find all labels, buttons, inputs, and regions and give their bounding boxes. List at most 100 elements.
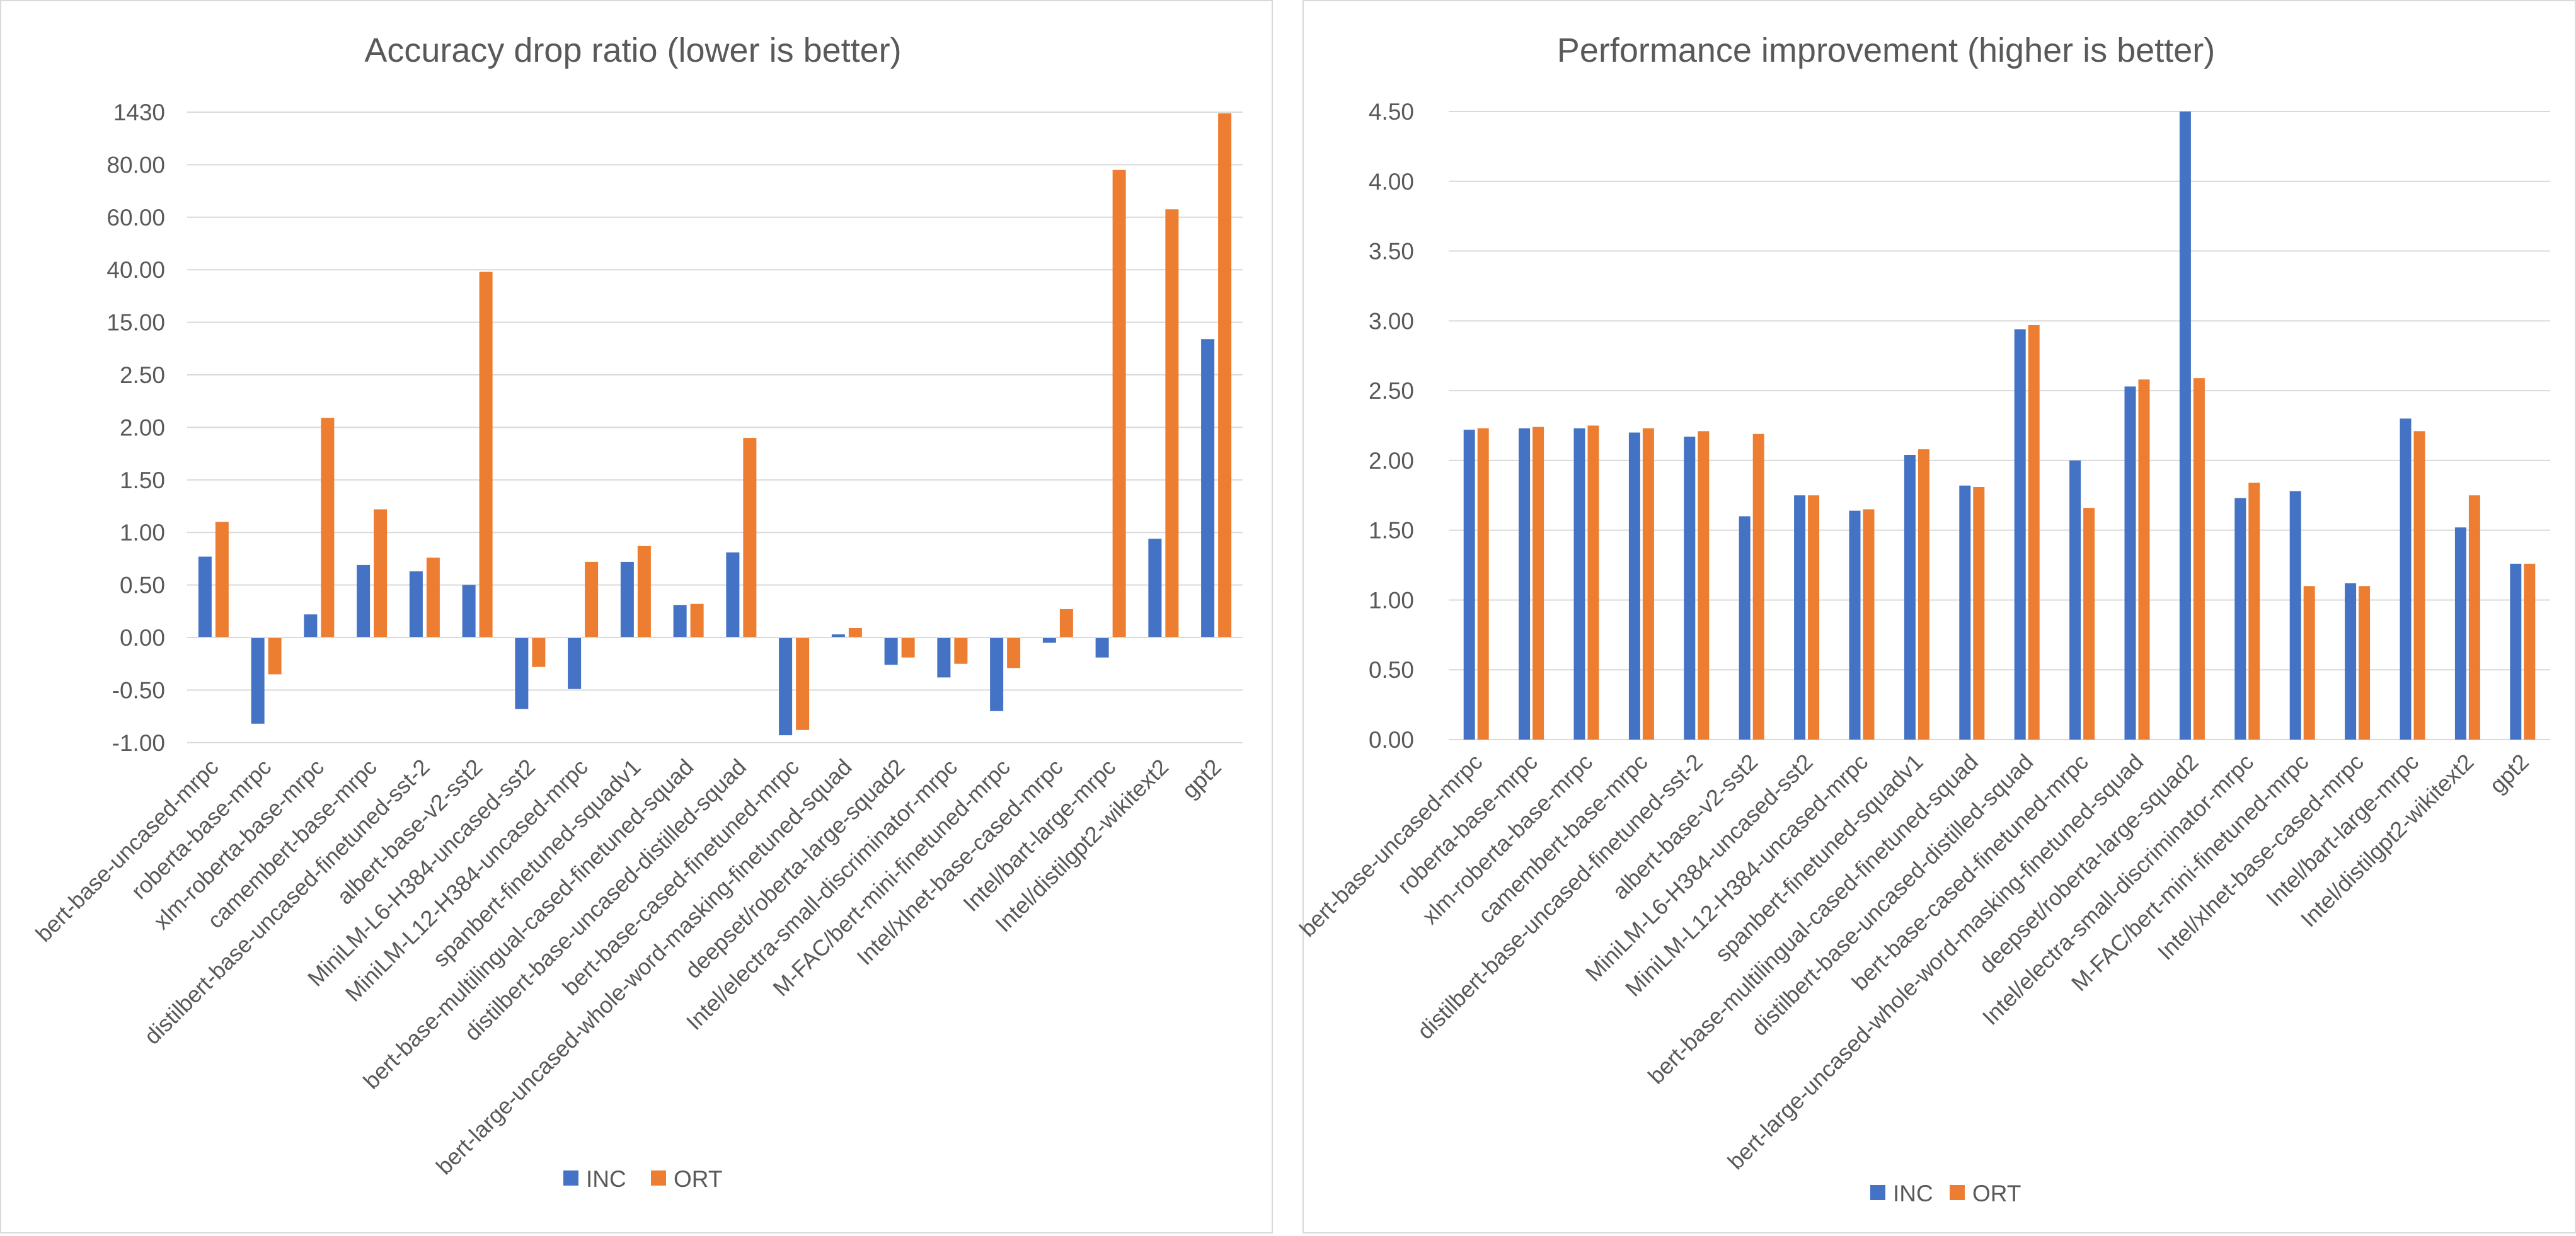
y-tick-label: 4.50 <box>1369 99 1414 125</box>
bar-inc <box>779 638 793 736</box>
bar-inc <box>568 638 582 689</box>
bar-ort <box>479 272 493 638</box>
bar-inc <box>1148 539 1162 638</box>
y-tick-label: 15.00 <box>106 310 165 336</box>
bar-inc <box>2179 112 2191 740</box>
bar-inc <box>1904 455 1916 740</box>
bar-ort <box>2193 378 2205 740</box>
x-tick-label: gpt2 <box>1176 754 1226 804</box>
bar-inc <box>2234 498 2246 740</box>
y-tick-label: 2.00 <box>120 415 165 440</box>
bar-ort <box>585 561 599 638</box>
bar-inc <box>1573 428 1585 740</box>
bar-inc <box>1739 516 1751 740</box>
bar-inc <box>1095 638 1109 658</box>
y-tick-label: 3.00 <box>1369 308 1414 334</box>
legend-label-inc: INC <box>1893 1181 1933 1206</box>
bar-ort <box>1165 209 1179 638</box>
bar-inc <box>1628 432 1640 740</box>
bar-ort <box>268 638 282 675</box>
bar-inc <box>198 556 212 638</box>
bar-ort <box>1007 638 1021 668</box>
bar-inc <box>620 561 634 638</box>
y-tick-label: 2.50 <box>1369 378 1414 404</box>
bar-inc <box>1042 638 1056 643</box>
y-tick-label: 1.50 <box>120 467 165 493</box>
chart-title: Performance improvement (higher is bette… <box>1557 31 2215 69</box>
bar-ort <box>2524 563 2536 740</box>
bar-ort <box>954 638 968 664</box>
y-tick-label: -0.50 <box>112 677 165 703</box>
bar-inc <box>251 638 265 724</box>
bar-ort <box>426 558 440 638</box>
bar-ort <box>1112 169 1126 638</box>
bar-ort <box>1059 609 1073 638</box>
accuracy-chart-panel: Accuracy drop ratio (lower is better) -1.… <box>0 0 1273 1233</box>
bar-inc <box>1519 428 1531 740</box>
bar-inc <box>409 571 423 638</box>
bar-ort <box>1752 433 1764 740</box>
legend-swatch-inc <box>563 1170 578 1186</box>
legend-label-ort: ORT <box>674 1166 722 1192</box>
bar-inc <box>2510 563 2522 740</box>
legend-swatch-ort <box>1950 1185 1965 1200</box>
y-tick-label: 2.50 <box>120 362 165 388</box>
bar-inc <box>726 552 740 638</box>
bar-inc <box>1201 339 1215 638</box>
legend-swatch-ort <box>651 1170 666 1186</box>
bar-inc <box>1794 495 1806 740</box>
y-tick-label: 0.50 <box>1369 657 1414 683</box>
bar-ort <box>2028 324 2040 740</box>
y-tick-label: 3.50 <box>1369 239 1414 265</box>
bar-inc <box>1463 430 1475 740</box>
bar-inc <box>831 634 845 638</box>
bar-inc <box>515 638 529 709</box>
y-tick-label: 4.00 <box>1369 169 1414 195</box>
bar-ort <box>690 604 704 638</box>
y-tick-label: 40.00 <box>106 257 165 283</box>
bar-ort <box>1918 449 1929 740</box>
bar-inc <box>2069 460 2081 740</box>
x-tick-label: gpt2 <box>2484 749 2534 799</box>
y-tick-label: 1.50 <box>1369 518 1414 544</box>
bar-ort <box>2248 483 2260 740</box>
bar-ort <box>215 522 229 638</box>
bar-ort <box>2083 508 2095 740</box>
bar-inc <box>2014 329 2026 740</box>
bar-ort <box>2468 495 2480 740</box>
performance-chart-panel: Performance improvement (higher is bette… <box>1294 0 2576 1233</box>
bar-inc <box>304 614 318 638</box>
bar-ort <box>1477 428 1489 740</box>
y-tick-label: 60.00 <box>106 205 165 231</box>
bar-ort <box>2138 379 2150 740</box>
bar-ort <box>1587 425 1599 740</box>
bar-inc <box>1959 485 1971 740</box>
y-tick-label: 0.50 <box>120 573 165 598</box>
accuracy-chart: Accuracy drop ratio (lower is better) -1.… <box>30 31 1243 1192</box>
bar-ort <box>848 627 862 638</box>
bar-ort <box>2359 586 2371 740</box>
bar-ort <box>637 546 651 638</box>
y-tick-label: 1.00 <box>120 520 165 546</box>
bar-inc <box>2454 527 2466 740</box>
y-tick-label: -1.00 <box>112 730 165 756</box>
bar-inc <box>673 605 687 638</box>
bar-inc <box>1684 437 1696 740</box>
bar-inc <box>990 638 1004 711</box>
bar-ort <box>2413 431 2425 740</box>
bar-inc <box>462 585 476 638</box>
bar-ort <box>321 418 335 638</box>
y-tick-label: 1.00 <box>1369 587 1414 613</box>
bar-inc <box>884 638 898 665</box>
y-tick-label: 2.00 <box>1369 448 1414 474</box>
bar-ort <box>743 438 757 638</box>
bar-ort <box>1698 431 1710 740</box>
bar-inc <box>2400 418 2412 740</box>
bar-inc <box>2289 491 2301 740</box>
legend-label-ort: ORT <box>1972 1181 2021 1206</box>
bar-ort <box>2303 586 2315 740</box>
bar-inc <box>937 638 951 678</box>
y-tick-label: 80.00 <box>106 152 165 178</box>
y-tick-label: 0.00 <box>1369 727 1414 753</box>
bar-inc <box>357 564 371 638</box>
